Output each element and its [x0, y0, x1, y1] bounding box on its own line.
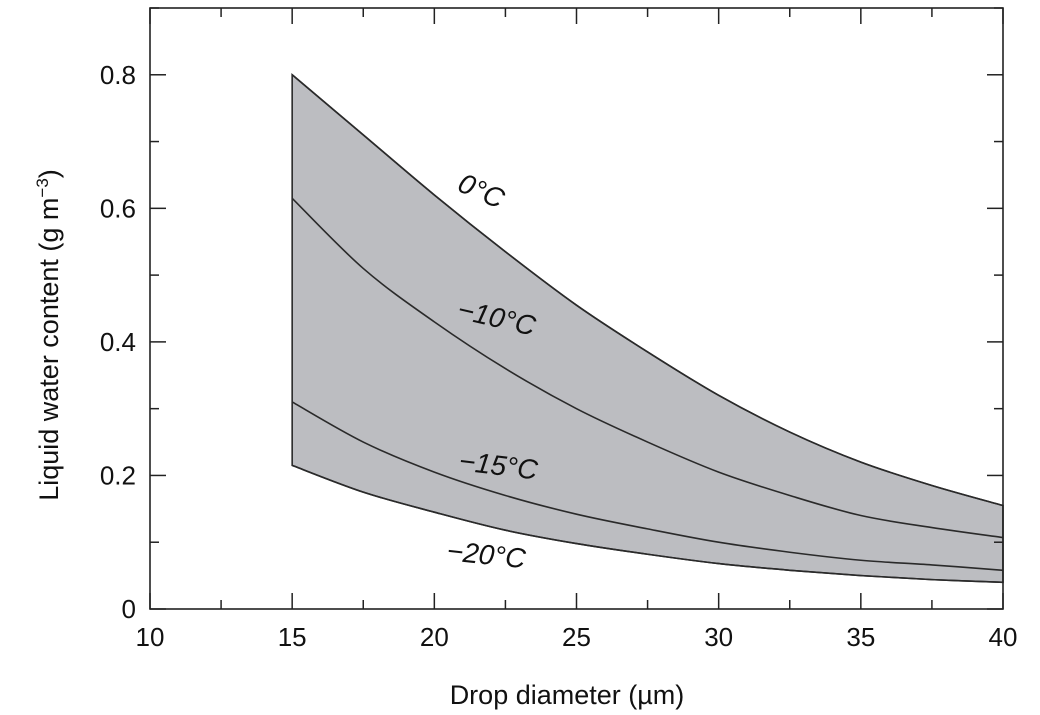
x-tick-label: 35: [846, 622, 875, 652]
tick-labels: 10 15 20 25 30 35 40 0 0.2 0.4 0.6 0.8: [100, 60, 1018, 652]
x-tick-label: 20: [420, 622, 449, 652]
y-tick-label: 0.8: [100, 60, 136, 90]
curve-label: −20°C: [445, 535, 527, 574]
x-tick-label: 25: [562, 622, 591, 652]
series-line-0: [291, 74, 1004, 507]
series-line-2: [291, 401, 1004, 572]
ticks: [149, 7, 1004, 610]
y-tick-label: 0.2: [100, 460, 136, 490]
x-tick-label: 10: [136, 622, 165, 652]
series-line-3: [291, 464, 1004, 584]
x-tick-label: 30: [704, 622, 733, 652]
y-axis-title: Liquid water content (g m−3): [33, 169, 64, 501]
x-tick-label: 40: [989, 622, 1018, 652]
y-axis-title-close: ): [34, 169, 64, 178]
series-lines: [291, 74, 1004, 584]
x-tick-label: 15: [278, 622, 307, 652]
series-line-1: [291, 197, 1004, 539]
curve-label: 0°C: [454, 167, 510, 215]
y-tick-label: 0.4: [100, 327, 136, 357]
y-tick-label: 0.6: [100, 193, 136, 223]
y-tick-label: 0: [122, 594, 136, 624]
y-axis-title-main: Liquid water content (g m: [34, 198, 64, 501]
shaded-band: [291, 73, 1004, 584]
y-axis-title-exponent: −3: [33, 178, 52, 197]
x-axis-title: Drop diameter (µm): [450, 680, 685, 710]
